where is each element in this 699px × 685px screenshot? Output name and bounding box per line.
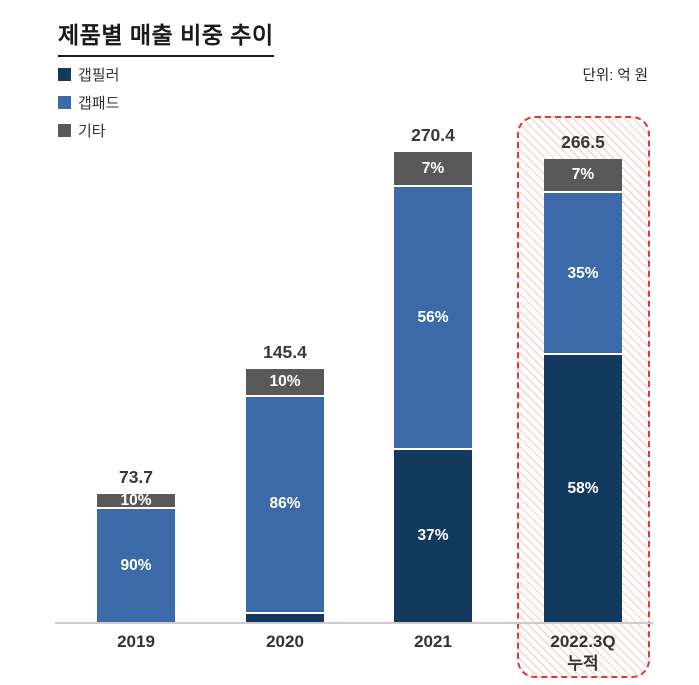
x-axis-line bbox=[55, 622, 653, 624]
legend-item-label: 갭패드 bbox=[78, 95, 120, 112]
legend-swatch bbox=[58, 96, 71, 109]
segment-percent-label: 7% bbox=[421, 159, 445, 177]
x-axis-label: 2020 bbox=[215, 631, 355, 653]
segment-percent-label: 4% bbox=[273, 592, 297, 610]
segment-percent-label: 86% bbox=[269, 495, 301, 513]
legend-item-label: 갭필러 bbox=[78, 67, 120, 84]
bar-segment: 90% bbox=[97, 506, 175, 622]
bar-group: 73.7 90% 10% bbox=[97, 467, 175, 622]
segment-percent-label: 37% bbox=[417, 527, 449, 545]
legend-item: 갭필러 bbox=[58, 64, 119, 85]
bar-segment: 86% bbox=[246, 394, 324, 612]
segment-percent-label: 10% bbox=[120, 491, 152, 509]
legend-item: 기타 bbox=[58, 120, 119, 141]
bar-total-label: 270.4 bbox=[411, 125, 455, 145]
x-axis-label-line: 2021 bbox=[414, 632, 452, 651]
bar-segment: 10% bbox=[246, 369, 324, 395]
bar-segment: 7% bbox=[394, 152, 472, 185]
x-axis-label: 2019 bbox=[66, 631, 206, 653]
unit-label: 단위: 억 원 bbox=[582, 68, 648, 84]
bar-group: 270.4 37% 56% 7% bbox=[394, 125, 472, 622]
bar-total-label: 145.4 bbox=[263, 342, 307, 363]
legend-item-label: 기타 bbox=[78, 123, 106, 140]
bar-segment: 37% bbox=[394, 448, 472, 622]
bar-group: 145.4 4% 86% 10% bbox=[246, 342, 324, 622]
segment-percent-label: 10% bbox=[269, 373, 301, 391]
stacked-bar: 37% 56% 7% bbox=[394, 152, 472, 622]
legend-item: 갭패드 bbox=[58, 92, 119, 113]
bar-segment bbox=[246, 611, 324, 622]
x-axis-label-line: 2020 bbox=[266, 632, 304, 651]
chart-title: 제품별 매출 비중 추이 bbox=[58, 16, 274, 57]
bar-segment: 56% bbox=[394, 184, 472, 449]
x-axis-label-line: 2019 bbox=[117, 632, 155, 651]
legend-swatch bbox=[58, 124, 71, 137]
legend-swatch bbox=[58, 68, 71, 81]
segment-percent-label: 56% bbox=[417, 308, 449, 326]
stacked-bar: 90% 10% bbox=[97, 491, 175, 622]
highlight-box bbox=[517, 116, 650, 678]
bar-total-label: 73.7 bbox=[118, 466, 154, 487]
stacked-bar: 4% 86% 10% bbox=[246, 369, 324, 622]
x-axis-label: 2021 bbox=[363, 631, 503, 653]
bar-segment: 10% bbox=[97, 491, 175, 509]
segment-percent-label: 90% bbox=[120, 556, 152, 574]
